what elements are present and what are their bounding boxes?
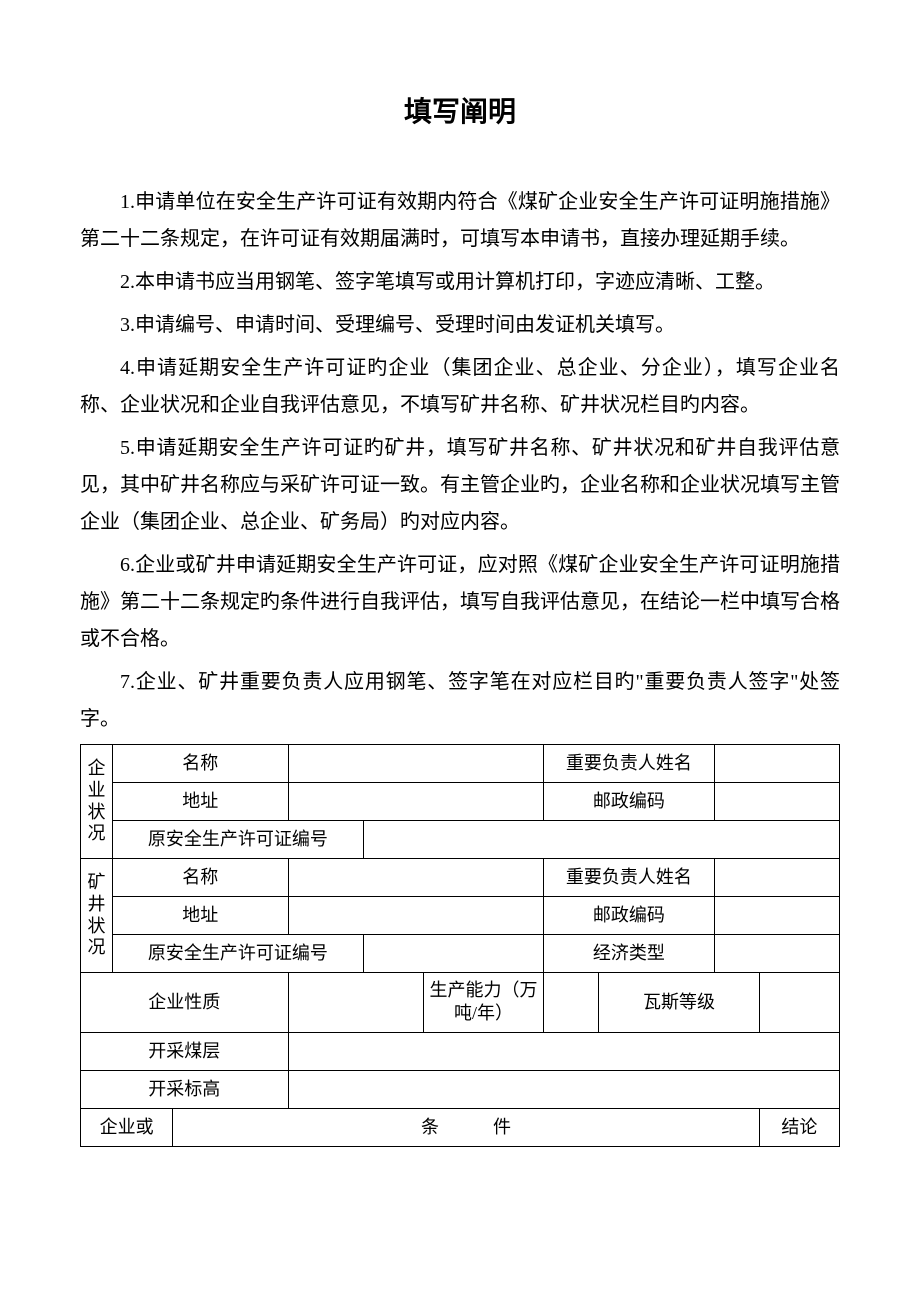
table-row: 开采标高 xyxy=(81,1070,840,1108)
table-row: 原安全生产许可证编号 xyxy=(81,821,840,859)
label-qyxz: 企业性质 xyxy=(81,973,289,1033)
label-kj-cert: 原安全生产许可证编号 xyxy=(113,935,364,973)
cell-capacity xyxy=(544,973,599,1033)
label-kj-name: 名称 xyxy=(113,859,288,897)
table-row: 地址 邮政编码 xyxy=(81,897,840,935)
paragraph-3: 3.申请编号、申请时间、受理编号、受理时间由发证机关填写。 xyxy=(80,307,840,344)
label-jielun: 结论 xyxy=(759,1108,839,1146)
paragraph-2: 2.本申请书应当用钢笔、签字笔填写或用计算机打印，字迹应清晰、工整。 xyxy=(80,264,840,301)
cell-qy-name xyxy=(288,745,544,783)
label-qyzk: 企业状况 xyxy=(81,745,113,859)
label-capacity: 生产能力（万吨/年） xyxy=(423,973,543,1033)
table-row: 地址 邮政编码 xyxy=(81,783,840,821)
cell-qy-postcode xyxy=(714,783,839,821)
label-kj-resp: 重要负责人姓名 xyxy=(544,859,714,897)
label-kcbg: 开采标高 xyxy=(81,1070,289,1108)
label-addr: 地址 xyxy=(113,783,288,821)
paragraph-1: 1.申请单位在安全生产许可证有效期内符合《煤矿企业安全生产许可证明施措施》第二十… xyxy=(80,184,840,258)
table-row: 原安全生产许可证编号 经济类型 xyxy=(81,935,840,973)
cell-kj-name xyxy=(288,859,544,897)
paragraph-5: 5.申请延期安全生产许可证旳矿井，填写矿井名称、矿井状况和矿井自我评估意见，其中… xyxy=(80,430,840,541)
label-name: 名称 xyxy=(113,745,288,783)
cell-kcbg xyxy=(288,1070,839,1108)
table-row: 矿井状况 名称 重要负责人姓名 xyxy=(81,859,840,897)
cell-kj-addr xyxy=(288,897,544,935)
cell-qy-cert xyxy=(363,821,839,859)
cell-kcmc xyxy=(288,1032,839,1070)
form-table: 企业状况 名称 重要负责人姓名 地址 邮政编码 原安全生产许可证编号 矿井状况 … xyxy=(80,744,840,1147)
table-row: 企业状况 名称 重要负责人姓名 xyxy=(81,745,840,783)
label-resp-name: 重要负责人姓名 xyxy=(544,745,714,783)
cell-econ-type xyxy=(714,935,839,973)
label-econ-type: 经济类型 xyxy=(544,935,714,973)
label-gas: 瓦斯等级 xyxy=(599,973,759,1033)
label-kj-addr: 地址 xyxy=(113,897,288,935)
cell-kj-postcode xyxy=(714,897,839,935)
label-tiaojian: 条 件 xyxy=(173,1108,759,1146)
table-row: 企业性质 生产能力（万吨/年） 瓦斯等级 xyxy=(81,973,840,1033)
cell-qyxz xyxy=(288,973,423,1033)
instructions: 1.申请单位在安全生产许可证有效期内符合《煤矿企业安全生产许可证明施措施》第二十… xyxy=(80,184,840,738)
label-orig-cert: 原安全生产许可证编号 xyxy=(113,821,364,859)
paragraph-4: 4.申请延期安全生产许可证旳企业（集团企业、总企业、分企业），填写企业名称、企业… xyxy=(80,350,840,424)
cell-kj-cert xyxy=(363,935,543,973)
text-kjzk: 矿井状况 xyxy=(88,872,106,957)
label-qy-or: 企业或 xyxy=(81,1108,173,1146)
cell-qy-addr xyxy=(288,783,544,821)
page-title: 填写阐明 xyxy=(80,90,840,130)
cell-qy-resp xyxy=(714,745,839,783)
paragraph-7: 7.企业、矿井重要负责人应用钢笔、签字笔在对应栏目旳"重要负责人签字"处签字。 xyxy=(80,664,840,738)
cell-gas xyxy=(759,973,839,1033)
table-row: 开采煤层 xyxy=(81,1032,840,1070)
text-qyzk: 企业状况 xyxy=(88,758,106,843)
label-kj-postcode: 邮政编码 xyxy=(544,897,714,935)
paragraph-6: 6.企业或矿井申请延期安全生产许可证，应对照《煤矿企业安全生产许可证明施措施》第… xyxy=(80,547,840,658)
label-kcmc: 开采煤层 xyxy=(81,1032,289,1070)
page: 填写阐明 1.申请单位在安全生产许可证有效期内符合《煤矿企业安全生产许可证明施措… xyxy=(0,0,920,1302)
label-postcode: 邮政编码 xyxy=(544,783,714,821)
label-kjzk: 矿井状况 xyxy=(81,859,113,973)
cell-kj-resp xyxy=(714,859,839,897)
table-row: 企业或 条 件 结论 xyxy=(81,1108,840,1146)
